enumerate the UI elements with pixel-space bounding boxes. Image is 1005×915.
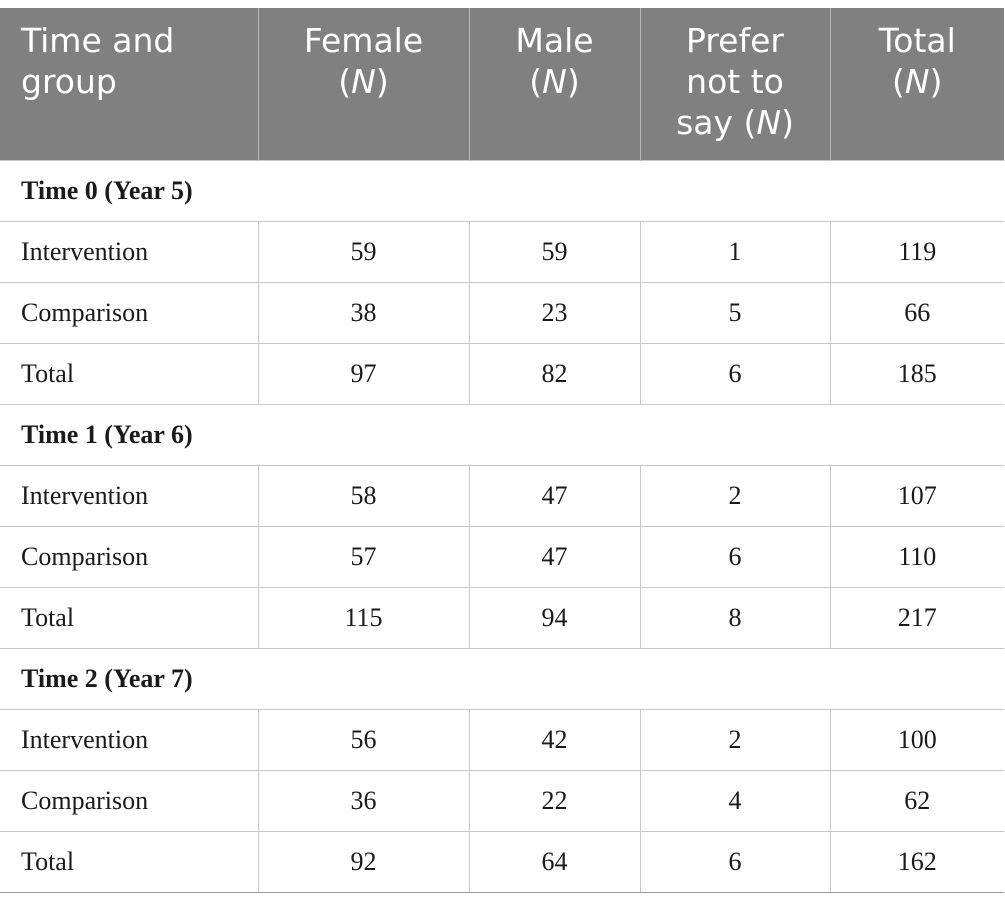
cell-group: Total <box>0 342 259 405</box>
cell-male: 94 <box>468 586 641 649</box>
cell-group: Total <box>0 586 259 649</box>
section-row: Time 0 (Year 5) <box>0 159 1004 222</box>
header-time-and-group-line2: group <box>21 62 117 101</box>
cell-female: 56 <box>257 708 470 771</box>
cell-prefer-not-to-say: 6 <box>639 830 831 893</box>
cell-total: 162 <box>829 830 1004 893</box>
cell-group: Comparison <box>0 769 259 832</box>
cell-male: 42 <box>468 708 641 771</box>
section-row: Time 2 (Year 7) <box>0 647 1004 710</box>
header-total-n: N <box>904 62 930 101</box>
section-title: Time 1 (Year 6) <box>0 403 1004 466</box>
table-row: Total 92 64 6 162 <box>0 830 1004 893</box>
header-prefer-line3: say ( <box>676 103 757 142</box>
cell-group: Intervention <box>0 464 259 527</box>
header-total: Total (N) <box>829 8 1004 160</box>
table-row: Total 97 82 6 185 <box>0 342 1004 405</box>
cell-total: 185 <box>829 342 1004 405</box>
cell-female: 38 <box>257 281 470 344</box>
cell-female: 36 <box>257 769 470 832</box>
cell-group: Comparison <box>0 281 259 344</box>
cell-total: 119 <box>829 220 1004 283</box>
header-total-label: Total <box>878 21 956 60</box>
header-prefer-line1: Prefer <box>686 21 784 60</box>
header-prefer-n: N <box>756 103 782 142</box>
header-prefer-not-to-say: Prefer not to say (N) <box>639 8 831 160</box>
table-row: Intervention 56 42 2 100 <box>0 708 1004 771</box>
header-time-and-group-line1: Time and <box>21 21 175 60</box>
cell-total: 110 <box>829 525 1004 588</box>
table-row: Intervention 59 59 1 119 <box>0 220 1004 283</box>
cell-total: 217 <box>829 586 1004 649</box>
participants-table: Time and group Female (N) Male (N) Prefer no… <box>0 8 1004 893</box>
table-row: Comparison 36 22 4 62 <box>0 769 1004 832</box>
cell-prefer-not-to-say: 6 <box>639 342 831 405</box>
cell-female: 97 <box>257 342 470 405</box>
header-female-label: Female <box>303 21 424 60</box>
cell-female: 59 <box>257 220 470 283</box>
header-time-and-group: Time and group <box>0 8 259 160</box>
header-female-n: N <box>351 62 376 101</box>
table-header: Time and group Female (N) Male (N) Prefer no… <box>0 8 1004 160</box>
cell-male: 22 <box>468 769 641 832</box>
section-row: Time 1 (Year 6) <box>0 403 1004 466</box>
cell-female: 115 <box>257 586 470 649</box>
cell-male: 59 <box>468 220 641 283</box>
table-body: Time 0 (Year 5) Intervention 59 59 1 119… <box>0 159 1004 893</box>
table-row: Comparison 38 23 5 66 <box>0 281 1004 344</box>
section-title: Time 2 (Year 7) <box>0 647 1004 710</box>
cell-total: 66 <box>829 281 1004 344</box>
cell-prefer-not-to-say: 1 <box>639 220 831 283</box>
cell-prefer-not-to-say: 4 <box>639 769 831 832</box>
table-row: Comparison 57 47 6 110 <box>0 525 1004 588</box>
cell-prefer-not-to-say: 6 <box>639 525 831 588</box>
cell-group: Intervention <box>0 708 259 771</box>
cell-female: 57 <box>257 525 470 588</box>
cell-female: 58 <box>257 464 470 527</box>
cell-total: 100 <box>829 708 1004 771</box>
cell-prefer-not-to-say: 2 <box>639 464 831 527</box>
cell-prefer-not-to-say: 5 <box>639 281 831 344</box>
header-male-label: Male <box>515 21 594 60</box>
cell-female: 92 <box>257 830 470 893</box>
cell-male: 82 <box>468 342 641 405</box>
cell-prefer-not-to-say: 2 <box>639 708 831 771</box>
cell-male: 23 <box>468 281 641 344</box>
cell-male: 47 <box>468 525 641 588</box>
table-row: Intervention 58 47 2 107 <box>0 464 1004 527</box>
data-table-container: Time and group Female (N) Male (N) Prefer no… <box>0 8 1005 893</box>
table-row: Total 115 94 8 217 <box>0 586 1004 649</box>
cell-group: Total <box>0 830 259 893</box>
cell-prefer-not-to-say: 8 <box>639 586 831 649</box>
header-male: Male (N) <box>468 8 641 160</box>
cell-total: 107 <box>829 464 1004 527</box>
cell-group: Intervention <box>0 220 259 283</box>
header-row: Time and group Female (N) Male (N) Prefer no… <box>0 8 1004 160</box>
cell-male: 64 <box>468 830 641 893</box>
header-male-n: N <box>542 62 567 101</box>
header-female: Female (N) <box>257 8 470 160</box>
header-prefer-line2: not to <box>686 62 784 101</box>
cell-total: 62 <box>829 769 1004 832</box>
cell-group: Comparison <box>0 525 259 588</box>
section-title: Time 0 (Year 5) <box>0 159 1004 222</box>
cell-male: 47 <box>468 464 641 527</box>
